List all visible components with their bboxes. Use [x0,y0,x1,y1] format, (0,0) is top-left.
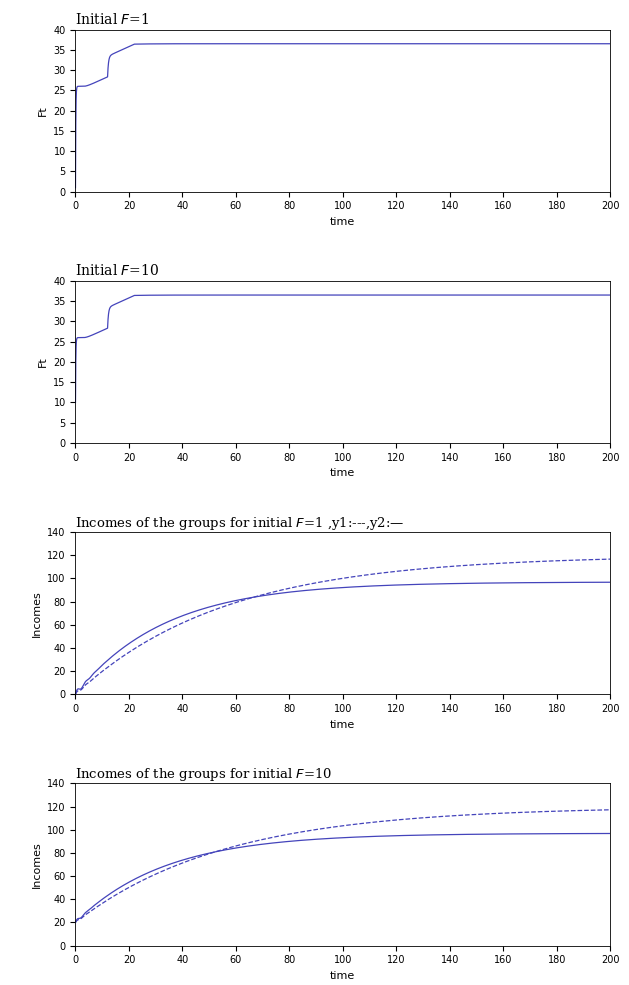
X-axis label: time: time [330,217,355,227]
Text: Initial $F$=10: Initial $F$=10 [75,263,160,279]
Text: Initial $F$=1: Initial $F$=1 [75,12,150,27]
Y-axis label: Incomes: Incomes [31,590,42,636]
Text: Incomes of the groups for initial $F$=10: Incomes of the groups for initial $F$=10 [75,766,333,783]
X-axis label: time: time [330,971,355,981]
X-axis label: time: time [330,468,355,479]
Y-axis label: Ft: Ft [38,105,48,116]
Y-axis label: Ft: Ft [38,357,48,367]
X-axis label: time: time [330,720,355,730]
Y-axis label: Incomes: Incomes [31,841,42,887]
Text: Incomes of the groups for initial $F$=1 ,y1:---,y2:—: Incomes of the groups for initial $F$=1 … [75,514,405,532]
